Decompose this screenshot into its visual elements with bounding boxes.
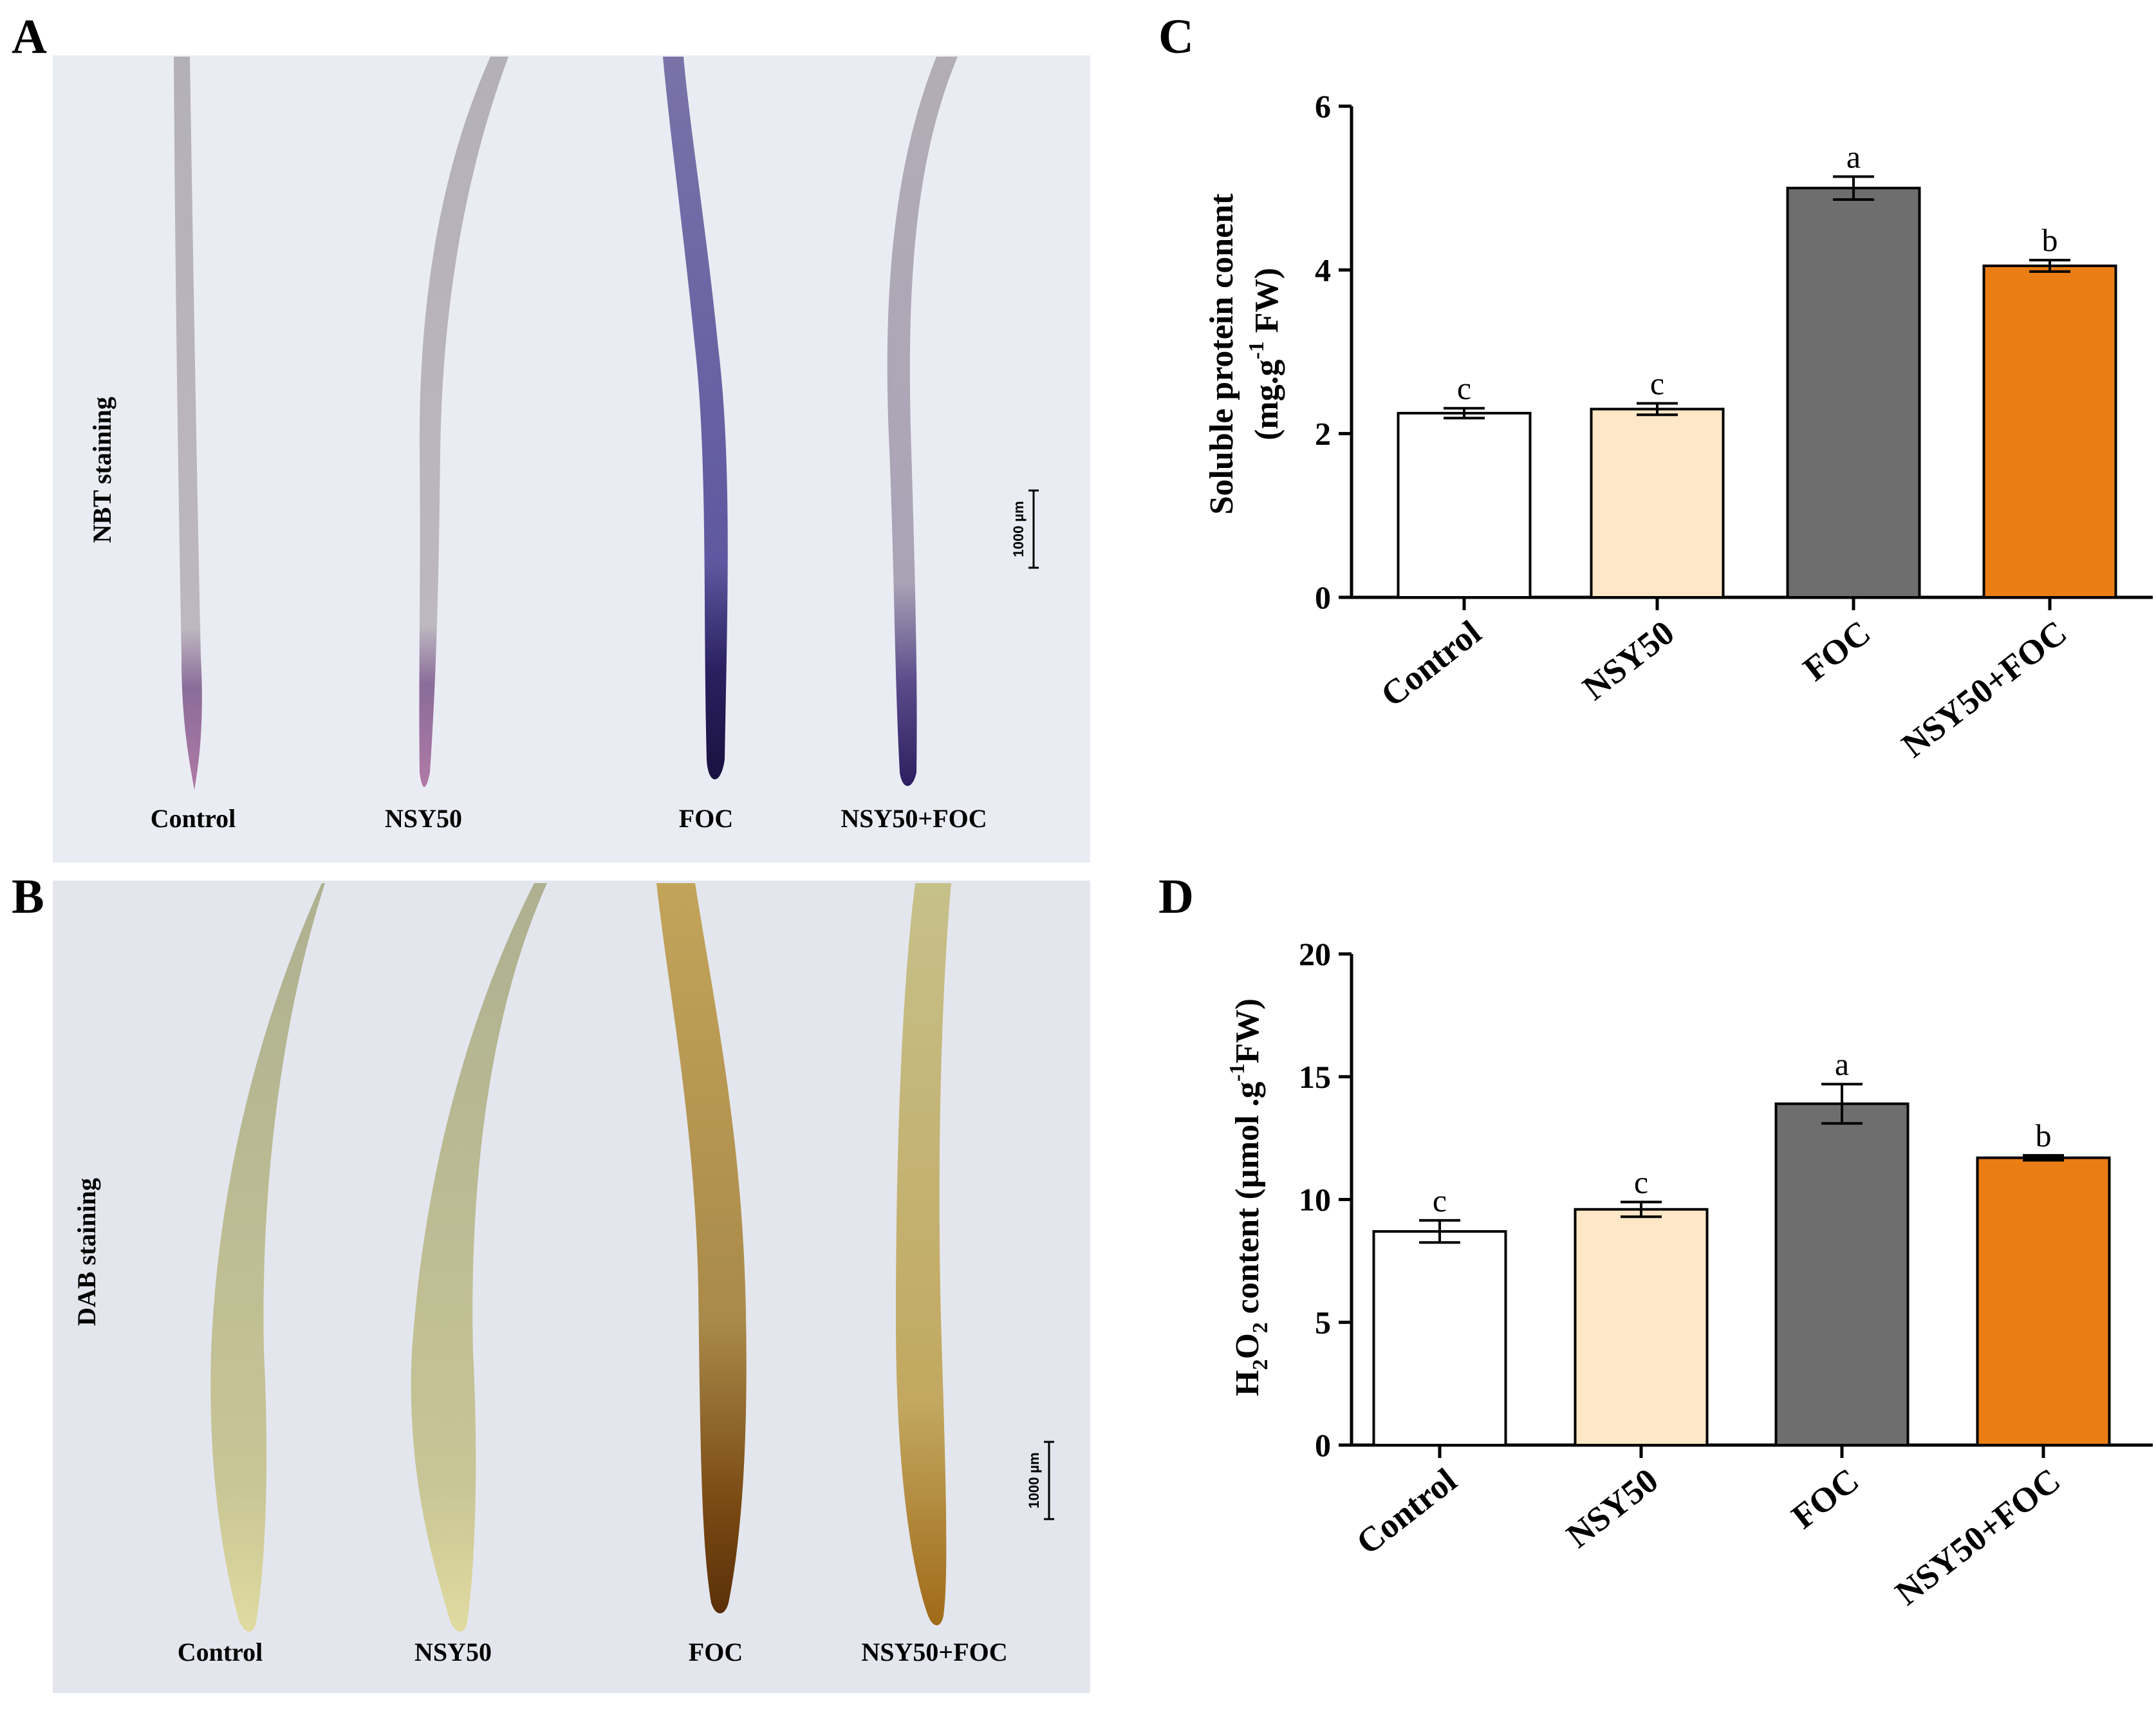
dab-sample-label: Control — [178, 1638, 263, 1667]
chart-c-y-tick-label: 2 — [1315, 416, 1331, 452]
panel-letter-d: D — [1158, 870, 1194, 924]
nbt-sample-label: Control — [151, 804, 236, 833]
chart-d-ylabel: H2O2 content (µmol .g-1FW) — [1225, 998, 1272, 1396]
dab-sample-label: NSY50+FOC — [861, 1638, 1007, 1667]
dab-staining-label: DAB staining — [72, 1178, 101, 1326]
chart-d-y-tick-label: 20 — [1299, 936, 1331, 972]
dab-root-nsy50-foc — [896, 883, 951, 1625]
chart-d-y-tick-label: 5 — [1315, 1304, 1331, 1340]
dab-sample-label: FOC — [689, 1638, 743, 1667]
chart-d-bar — [1774, 1102, 1910, 1446]
nbt-root-nsy50-foc — [887, 57, 958, 786]
dab-sample-label: NSY50 — [414, 1638, 492, 1667]
panel-letter-a: A — [12, 10, 47, 64]
chart-d-significance-label: b — [2036, 1117, 2052, 1153]
chart-c-ylabel: Soluble protein conent — [1203, 193, 1240, 515]
h2o2-content-chart: H2O2 content (µmol .g-1FW) 0 5 10 15 20 c Cont… — [1225, 936, 2153, 1612]
chart-d-significance-label: c — [1634, 1164, 1648, 1200]
chart-d-bar — [1372, 1230, 1507, 1446]
chart-d-y-tick-label: 15 — [1299, 1059, 1331, 1095]
chart-c-ylabel-unit: (mg.g-1 FW) — [1245, 268, 1285, 440]
chart-c-bar — [1982, 264, 2117, 599]
chart-d-y-tick-label: 0 — [1315, 1427, 1331, 1463]
dab-root-foc — [656, 883, 747, 1614]
chart-c-bar — [1397, 411, 1532, 599]
chart-c-category-label: NSY50+FOC — [1895, 613, 2074, 765]
nbt-sample-label: NSY50+FOC — [841, 804, 987, 833]
chart-d-category-label: NSY50 — [1559, 1461, 1666, 1555]
chart-c-category-label: NSY50 — [1575, 613, 1682, 707]
dab-photo: DAB staining 1000 µm Control NSY50 FOC N… — [53, 881, 1090, 1693]
nbt-sample-label: NSY50 — [385, 804, 462, 833]
nbt-scale-label: 1000 µm — [1010, 501, 1027, 557]
chart-d-significance-label: a — [1835, 1046, 1849, 1082]
nbt-photo-background — [53, 55, 1090, 863]
dab-scale-label: 1000 µm — [1026, 1452, 1042, 1508]
chart-c-y-tick-label: 6 — [1315, 88, 1331, 124]
chart-d-significance-label: c — [1433, 1182, 1447, 1219]
dab-root-control — [210, 883, 325, 1632]
nbt-staining-label: NBT staining — [88, 397, 116, 543]
panel-letter-b: B — [12, 870, 44, 924]
chart-c-significance-label: a — [1846, 138, 1861, 174]
nbt-root-control — [174, 57, 202, 790]
chart-c-bar — [1590, 407, 1725, 599]
chart-c-y-tick-label: 0 — [1315, 579, 1331, 615]
chart-d-y-tick-label: 10 — [1299, 1182, 1331, 1218]
panel-letter-c: C — [1158, 10, 1194, 64]
nbt-root-nsy50 — [419, 57, 508, 787]
nbt-photo: NBT staining 1000 µm Control NSY50 FOC N… — [53, 55, 1090, 863]
chart-c-category-label: Control — [1373, 613, 1488, 714]
chart-c-significance-label: c — [1457, 370, 1471, 406]
dab-root-nsy50 — [411, 883, 547, 1632]
chart-c-significance-label: c — [1650, 366, 1664, 402]
nbt-root-foc — [663, 57, 728, 780]
soluble-protein-chart: Soluble protein conent (mg.g-1 FW) 0 2 4 6 c… — [1203, 88, 2153, 765]
chart-c-category-label: FOC — [1796, 613, 1878, 688]
chart-d-bar — [1976, 1156, 2111, 1447]
chart-d-category-label: NSY50+FOC — [1888, 1461, 2068, 1612]
chart-d-bar — [1574, 1208, 1709, 1446]
chart-c-significance-label: b — [2042, 222, 2058, 258]
chart-c-bar — [1786, 187, 1921, 599]
chart-c-y-tick-label: 4 — [1315, 252, 1331, 288]
nbt-sample-label: FOC — [679, 804, 733, 833]
chart-d-category-label: FOC — [1785, 1461, 1866, 1536]
chart-d-category-label: Control — [1349, 1461, 1464, 1562]
